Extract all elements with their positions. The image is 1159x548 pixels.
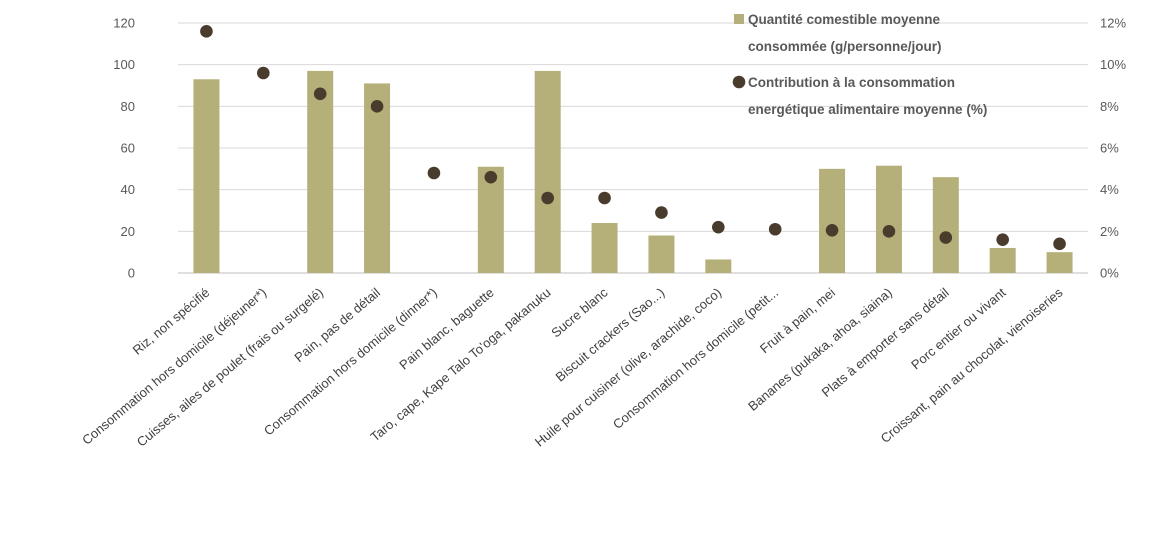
data-point [200,25,213,38]
data-point [370,100,384,113]
bar [932,177,959,273]
data-point [484,170,498,184]
right-tick-label: 10% [1100,57,1126,72]
bar [819,168,846,273]
data-point [313,87,327,101]
bar [477,166,504,273]
legend-bar-label-line2: consommée (g/personne/jour) [748,39,942,54]
bar-series [193,70,1073,274]
data-point [996,233,1009,246]
bar [534,70,561,274]
bar [364,83,391,274]
left-tick-label: 80 [121,99,135,114]
bar [875,165,902,273]
right-tick-label: 6% [1100,141,1119,156]
left-tick-label: 40 [121,182,135,197]
data-point [427,166,441,180]
right-tick-label: 12% [1100,16,1126,31]
legend-point-label-line1: Contribution à la consommation [748,75,955,90]
data-point [655,206,668,219]
data-point [257,66,270,80]
right-tick-label: 8% [1100,99,1119,114]
bar [307,70,334,274]
data-point [768,222,782,236]
left-tick-label: 20 [121,224,135,239]
category-label: Biscuit crackers (Sao...) [553,285,668,385]
right-tick-label: 0% [1100,266,1119,281]
left-tick-label: 60 [121,141,135,156]
category-label: Porc entier ou vivant [908,285,1009,373]
bar [1046,252,1073,273]
left-tick-label: 100 [113,57,135,72]
data-point [882,225,896,238]
data-point [541,191,554,205]
legend-point-swatch [732,75,746,89]
right-tick-label: 4% [1100,182,1119,197]
legend-bar-swatch [734,14,744,24]
right-tick-label: 2% [1100,224,1119,239]
category-label: Pain blanc, baguette [396,285,496,373]
data-point [712,220,725,234]
data-point [598,191,611,205]
point-series [200,25,1066,251]
legend-bar-label-line1: Quantité comestible moyenne [748,12,941,27]
bar [989,248,1016,273]
data-point [825,223,839,237]
left-tick-label: 120 [113,16,135,31]
right-axis-ticks: 0% 2% 4% 6% 8% 10% 12% [1100,16,1126,281]
left-tick-label: 0 [128,266,135,281]
data-point [1053,237,1066,251]
left-axis-ticks: 0 20 40 60 80 100 120 [113,16,135,281]
bar [648,235,675,273]
legend: Quantité comestible moyenne consommée (g… [732,12,987,117]
bar [705,259,732,273]
bar [591,223,618,273]
legend-point-label-line2: energétique alimentaire moyenne (%) [748,102,987,117]
bar [193,79,220,273]
data-point [939,231,953,244]
